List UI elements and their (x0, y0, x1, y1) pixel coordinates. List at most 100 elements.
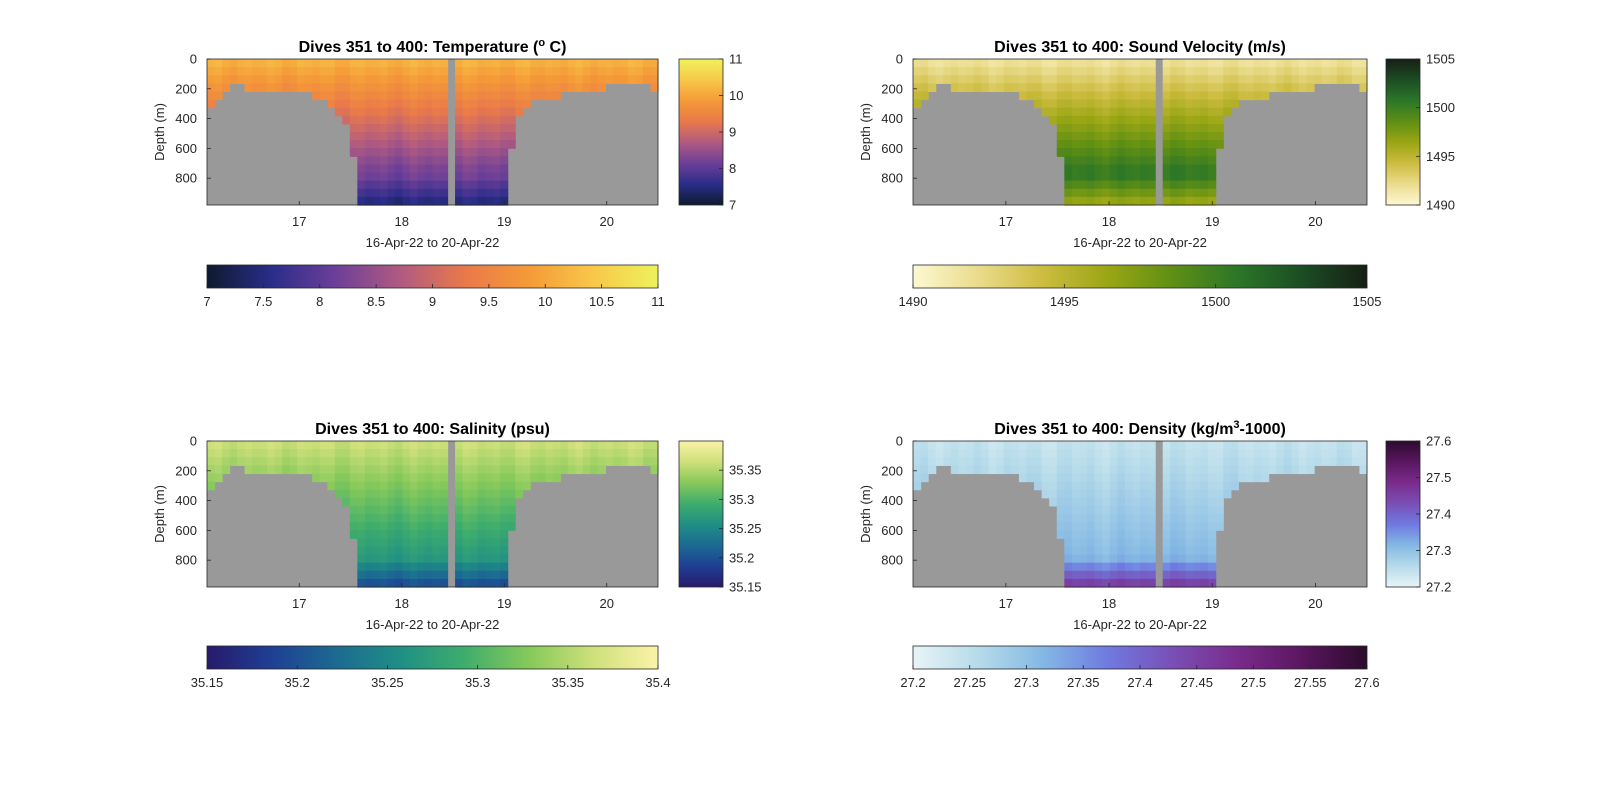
heatmap-cell (1177, 465, 1186, 475)
heatmap-cell (364, 546, 373, 556)
heatmap-cell (252, 67, 261, 76)
heatmap-cell (1230, 99, 1239, 109)
heatmap-cell (455, 538, 464, 548)
heatmap-cell (349, 115, 358, 125)
heatmap-cell (364, 473, 373, 483)
heatmap-cell (1177, 570, 1186, 580)
heatmap-cell (394, 188, 404, 198)
heatmap-cell (1132, 514, 1141, 523)
heatmap-cell (1064, 570, 1073, 580)
heatmap-cell (327, 59, 336, 68)
heatmap-cell (1003, 441, 1012, 450)
heatmap-cell (1192, 140, 1202, 149)
heatmap-cell (1102, 465, 1111, 475)
heatmap-cell (1185, 140, 1194, 149)
heatmap-cell (1162, 497, 1171, 507)
heatmap-cell (1177, 132, 1186, 141)
axes-box (206, 58, 659, 206)
heatmap-cell (1185, 473, 1194, 483)
heatmap-cell (1064, 188, 1073, 198)
heatmap-cell (357, 180, 366, 190)
x-tick-label: 18 (395, 596, 409, 611)
heatmap-cell (1124, 562, 1134, 572)
heatmap-cell (1094, 505, 1103, 515)
heatmap-cell (237, 457, 246, 466)
heatmap-cell (379, 99, 388, 109)
heatmap-cell (552, 457, 561, 466)
heatmap-cell (424, 449, 434, 458)
heatmap-cell (973, 449, 982, 458)
heatmap-cell (1359, 59, 1368, 68)
heatmap-cell (500, 67, 509, 76)
heatmap-cell (372, 505, 381, 515)
heatmap-cell (1109, 497, 1118, 507)
heatmap-cell (500, 554, 509, 564)
heatmap-cell (1147, 562, 1156, 572)
heatmap-cell (1109, 530, 1118, 539)
heatmap-cell (1087, 489, 1096, 499)
heatmap-cell (432, 489, 441, 499)
heatmap-cell (364, 59, 373, 68)
heatmap-cell (1034, 91, 1043, 101)
heatmap-cell (492, 164, 501, 174)
heatmap-cell (455, 107, 464, 117)
heatmap-cell (1087, 115, 1096, 125)
heatmap-cell (394, 457, 404, 466)
heatmap-cell (492, 188, 501, 198)
heatmap-cell (379, 465, 388, 475)
heatmap-cell (477, 172, 486, 182)
heatmap-cell (1087, 578, 1096, 588)
heatmap-cell (1056, 473, 1065, 483)
heatmap-cell (1087, 514, 1096, 523)
heatmap-cell (432, 196, 441, 206)
heatmap-cell (920, 59, 929, 68)
heatmap-cell (1140, 164, 1149, 174)
heatmap-cell (417, 570, 426, 580)
heatmap-cell (1223, 489, 1232, 499)
heatmap-cell (492, 457, 501, 466)
heatmap-cell (432, 570, 441, 580)
heatmap-cell (1177, 123, 1186, 133)
heatmap-cell (1170, 67, 1179, 76)
heatmap-cell (485, 196, 494, 206)
heatmap-cell (244, 67, 253, 76)
heatmap-cell (462, 172, 471, 182)
heatmap-cell (207, 67, 216, 76)
heatmap-cell (1079, 148, 1088, 157)
heatmap-cell (1094, 172, 1103, 182)
heatmap-cell (319, 441, 328, 450)
heatmap-cell (1079, 67, 1088, 76)
heatmap-cell (207, 99, 216, 109)
heatmap-cell (1200, 180, 1209, 190)
heatmap-cell (500, 457, 509, 466)
heatmap-cell (364, 505, 373, 515)
heatmap-cell (357, 140, 366, 149)
heatmap-cell (409, 196, 419, 206)
heatmap-cell (965, 465, 975, 475)
heatmap-cell (1238, 75, 1247, 84)
heatmap-cell (1087, 67, 1096, 76)
y-axis-label: Depth (m) (152, 103, 167, 161)
heatmap-cell (409, 497, 419, 507)
heatmap-cell (289, 449, 298, 458)
heatmap-cell (1087, 99, 1096, 109)
heatmap-cell (470, 465, 479, 475)
heatmap-cell (1230, 481, 1239, 491)
heatmap-cell (1170, 505, 1179, 515)
heatmap-cell (1329, 75, 1338, 84)
heatmap-cell (1087, 522, 1096, 531)
vertical-colorbar (1385, 58, 1421, 206)
panel-3: Dives 351 to 400: Density (kg/m3-1000)02… (858, 419, 1451, 690)
heatmap-cell (1109, 91, 1118, 101)
heatmap-cell (364, 465, 373, 475)
heatmap-cell (409, 180, 419, 190)
heatmap-cell (1003, 83, 1012, 93)
heatmap-cell (1147, 489, 1156, 499)
heatmap-cell (1261, 449, 1270, 458)
heatmap-cell (424, 148, 434, 157)
heatmap-cell (1087, 554, 1096, 564)
heatmap-cell (244, 441, 253, 450)
heatmap-cell (1094, 489, 1103, 499)
heatmap-cell (364, 148, 373, 157)
heatmap-cell (440, 196, 449, 206)
